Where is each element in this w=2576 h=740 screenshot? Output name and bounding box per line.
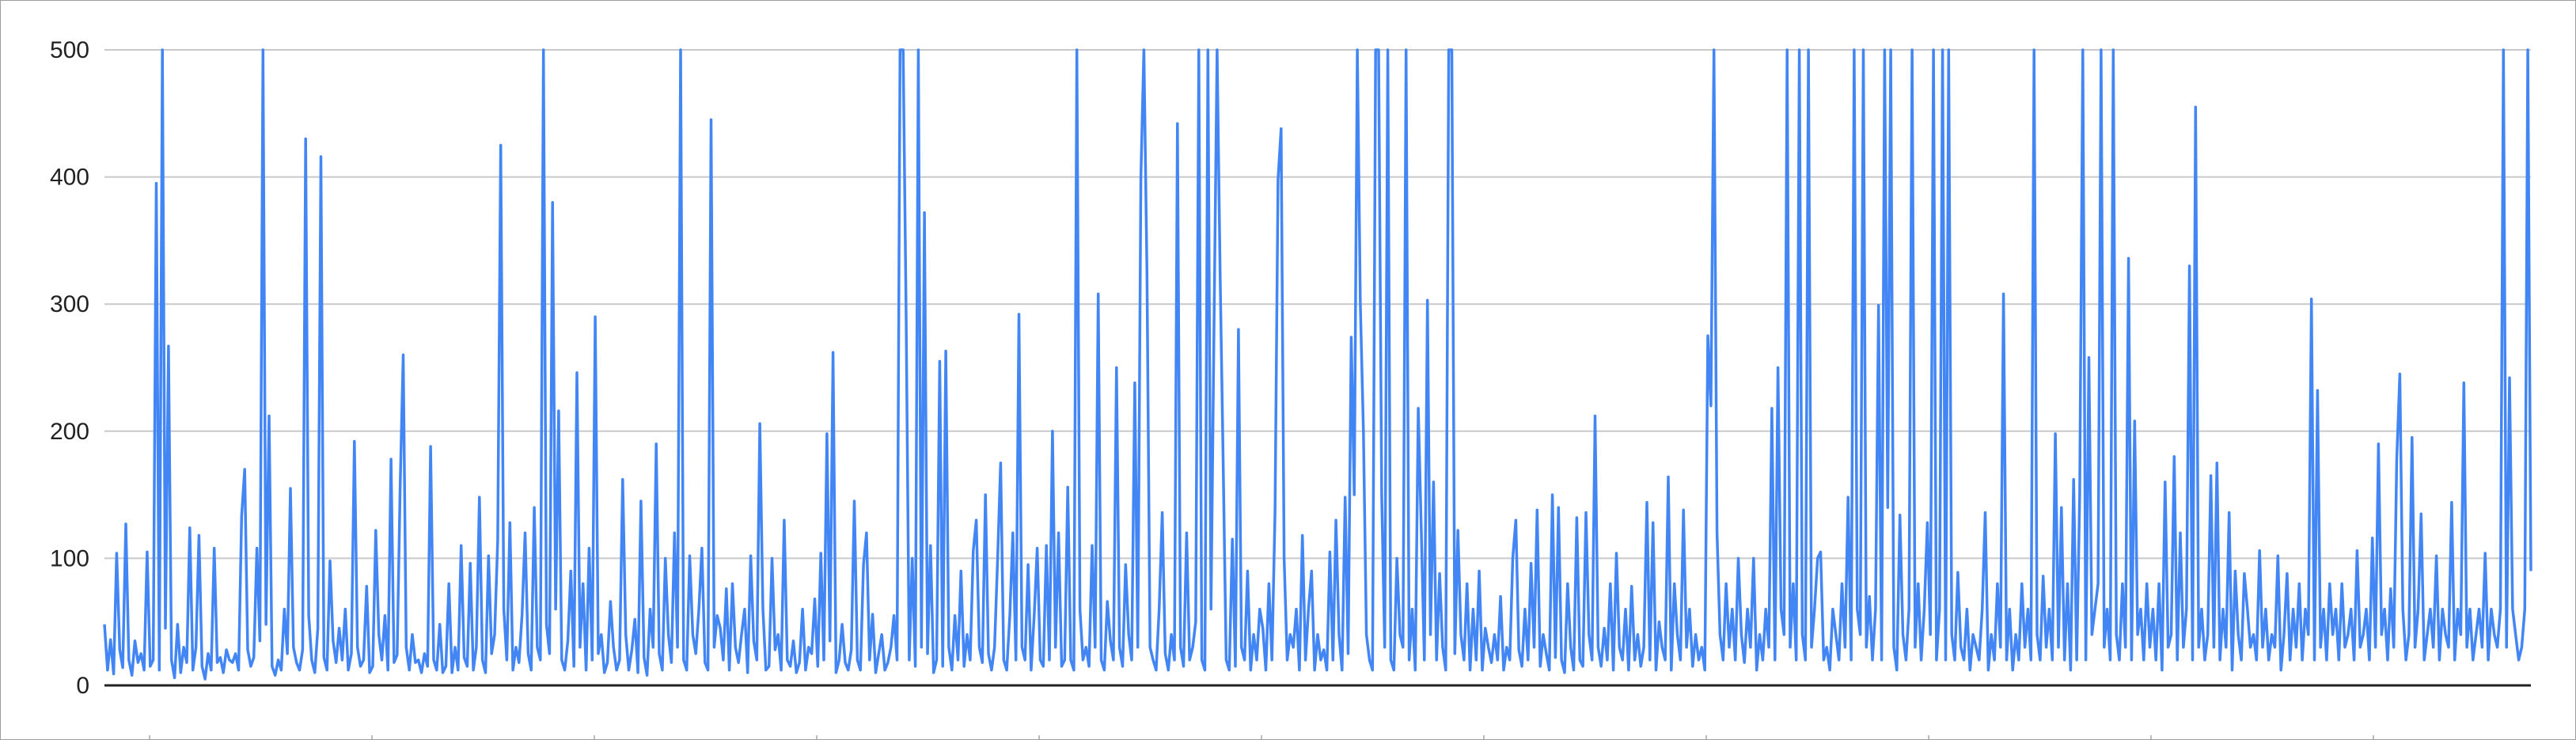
series-group	[103, 48, 2532, 681]
y-tick-label: 0	[76, 673, 89, 699]
series-line-0	[103, 48, 2532, 681]
x-axis-ticks	[149, 735, 2374, 739]
y-tick-label: 300	[50, 291, 89, 317]
y-tick-label: 500	[50, 37, 89, 63]
gridlines	[104, 49, 2531, 560]
y-tick-label: 400	[50, 165, 89, 191]
y-tick-label: 200	[50, 419, 89, 445]
y-axis-tick-labels: 0 100 200 300 400 500	[50, 37, 89, 699]
y-tick-label: 100	[50, 545, 89, 571]
